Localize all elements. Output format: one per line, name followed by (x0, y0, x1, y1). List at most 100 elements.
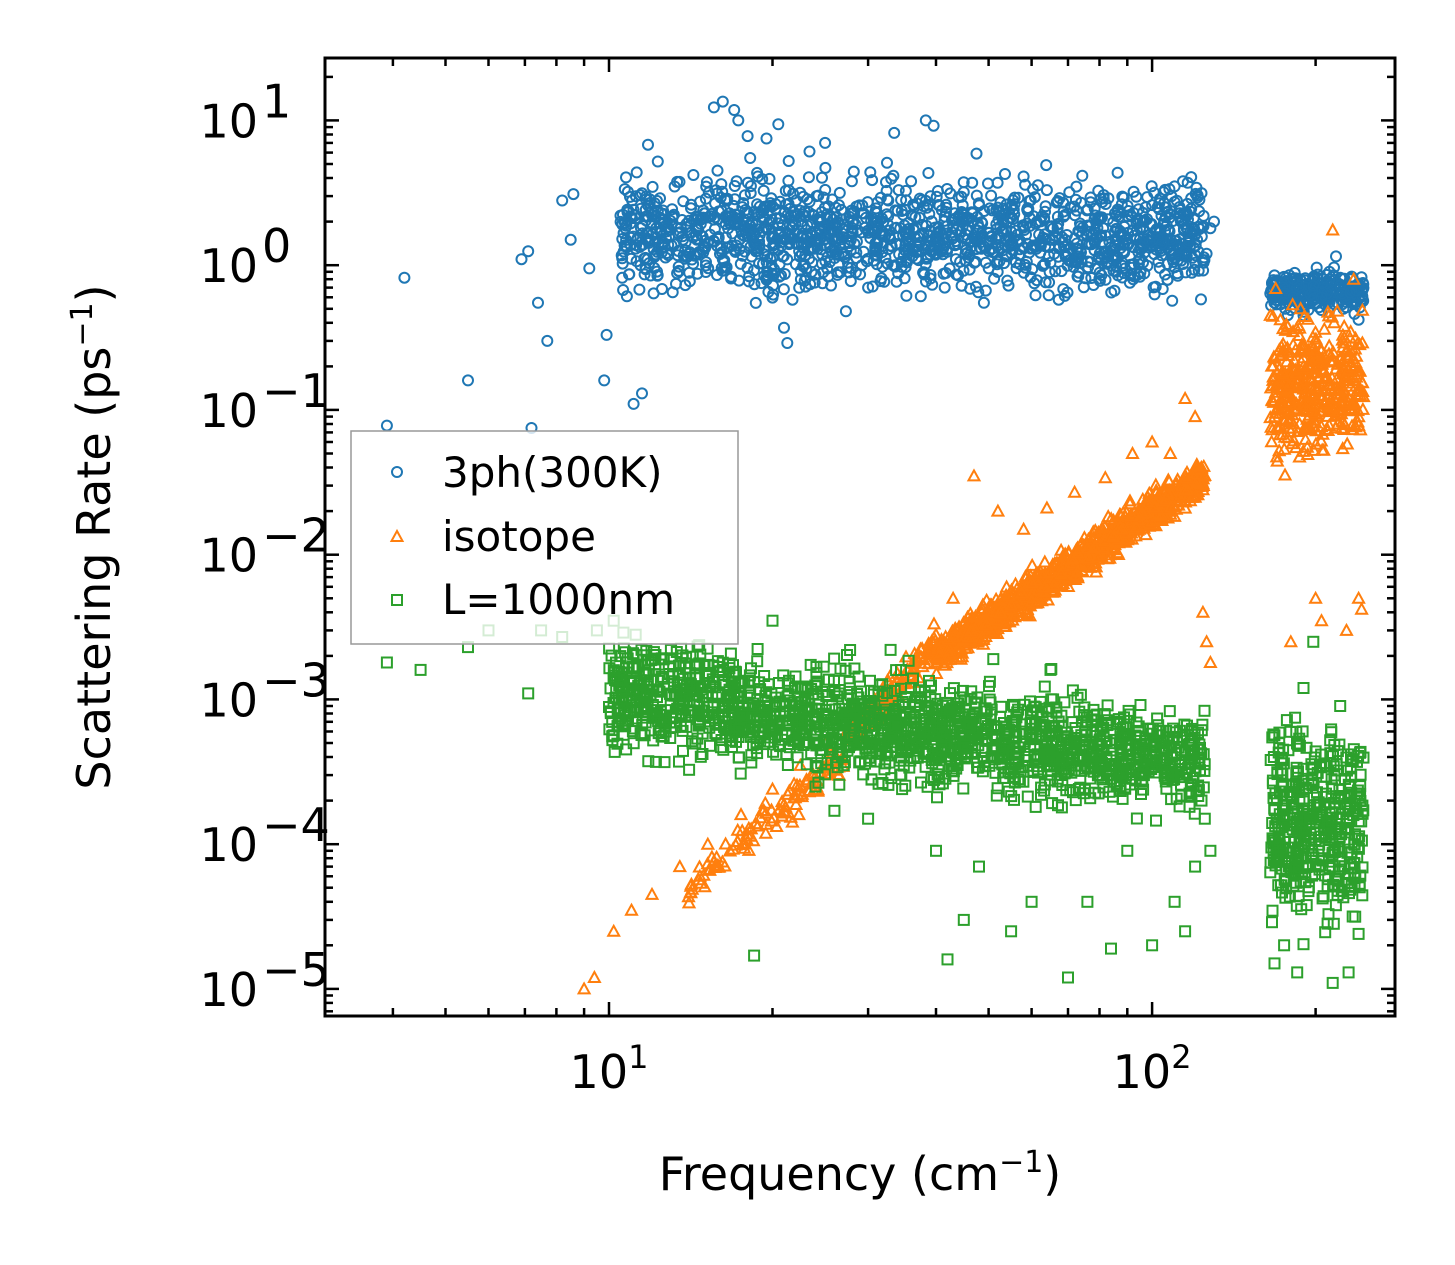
data-point-circle (741, 176, 754, 189)
data-point-circle (1300, 278, 1313, 291)
data-point-circle (760, 132, 773, 145)
data-point-triangle (791, 807, 806, 821)
data-point-circle (699, 192, 712, 205)
data-point-circle (636, 387, 648, 400)
data-point-circle (988, 272, 1001, 285)
data-point-circle (1148, 288, 1161, 301)
data-point-circle (687, 257, 700, 270)
data-point-circle (735, 225, 748, 238)
data-point-circle (778, 321, 790, 334)
data-point-circle (732, 114, 745, 127)
data-point-circle (687, 231, 700, 244)
data-point-circle (1315, 291, 1328, 304)
data-point-circle (1051, 218, 1064, 231)
data-point-circle (1060, 229, 1073, 241)
data-point-circle (1338, 272, 1351, 285)
data-point-circle (832, 199, 845, 212)
data-point-circle (1137, 256, 1149, 269)
data-point-circle (952, 269, 965, 282)
data-point-circle (620, 171, 632, 184)
data-point-triangle (1195, 604, 1211, 618)
data-point-circle (881, 257, 894, 270)
data-point-circle (1164, 233, 1177, 246)
data-point-triangle (1339, 622, 1354, 636)
data-point-circle (1149, 225, 1162, 238)
data-point-circle (819, 161, 832, 174)
data-point-circle (679, 250, 692, 263)
data-point-circle (819, 136, 832, 149)
data-point-circle (1058, 289, 1071, 302)
data-point-triangle (1317, 321, 1332, 335)
data-point-circle (627, 203, 640, 216)
data-point-circle (823, 256, 836, 268)
data-point-circle (541, 334, 554, 347)
data-point-circle (683, 247, 695, 260)
data-point-circle (970, 189, 983, 202)
data-point-circle (1161, 273, 1174, 286)
data-point-circle (1122, 205, 1135, 217)
data-point-circle (914, 290, 927, 303)
data-point-circle (700, 256, 712, 269)
data-point-circle (617, 284, 630, 296)
data-point-circle (1127, 185, 1140, 198)
data-point-circle (638, 268, 651, 281)
data-point-circle (728, 180, 741, 192)
data-point-circle (988, 246, 1001, 258)
data-point-circle (1024, 242, 1037, 255)
data-point-circle (870, 202, 883, 215)
data-point-circle (763, 172, 776, 185)
data-point-circle (913, 192, 926, 205)
data-point-circle (1118, 220, 1131, 233)
data-point-circle (1012, 191, 1025, 204)
data-point-circle (922, 167, 935, 179)
data-point-circle (999, 168, 1011, 180)
data-point-circle (1105, 286, 1118, 299)
data-point-circle (719, 193, 732, 206)
data-point-circle (1061, 259, 1074, 272)
data-point-circle (866, 280, 879, 293)
data-point-circle (1323, 265, 1336, 278)
data-point-circle (687, 169, 700, 181)
data-point-triangle (624, 902, 639, 916)
data-point-circle (683, 275, 696, 288)
data-point-circle (1115, 198, 1128, 211)
data-point-circle (1309, 278, 1322, 291)
data-point-circle (882, 210, 895, 223)
data-point-circle (728, 104, 741, 116)
data-point-triangle (696, 867, 711, 881)
data-point-circle (989, 232, 1002, 245)
data-point-circle (1042, 289, 1055, 302)
data-point-circle (1179, 250, 1192, 263)
data-point-circle (845, 175, 858, 188)
data-point-circle (633, 283, 646, 296)
data-point-square (957, 782, 970, 795)
data-point-circle (783, 211, 796, 224)
data-point-circle (380, 419, 393, 432)
data-points-layer (380, 95, 1371, 995)
data-point-circle (651, 269, 664, 282)
data-point-circle (955, 279, 968, 292)
data-point-circle (1183, 234, 1196, 247)
data-point-circle (656, 283, 668, 295)
data-point-circle (1188, 263, 1201, 276)
data-point-circle (1158, 214, 1171, 227)
data-point-circle (1099, 229, 1112, 242)
data-point-triangle (1098, 470, 1113, 484)
data-point-circle (1185, 266, 1198, 279)
data-point-circle (623, 268, 636, 281)
data-point-circle (874, 275, 887, 288)
data-point-circle (642, 138, 654, 151)
data-point-triangle (1101, 509, 1116, 523)
data-point-circle (709, 197, 722, 210)
data-point-circle (803, 145, 816, 158)
data-point-circle (1082, 261, 1095, 274)
data-point-circle (778, 268, 791, 280)
data-point-circle (654, 211, 667, 224)
data-point-circle (833, 186, 846, 199)
data-point-triangle (576, 981, 592, 995)
data-point-circle (893, 248, 906, 261)
data-point-circle (821, 262, 834, 275)
data-point-circle (969, 231, 982, 244)
data-point-circle (874, 191, 887, 204)
data-point-circle (711, 164, 724, 177)
